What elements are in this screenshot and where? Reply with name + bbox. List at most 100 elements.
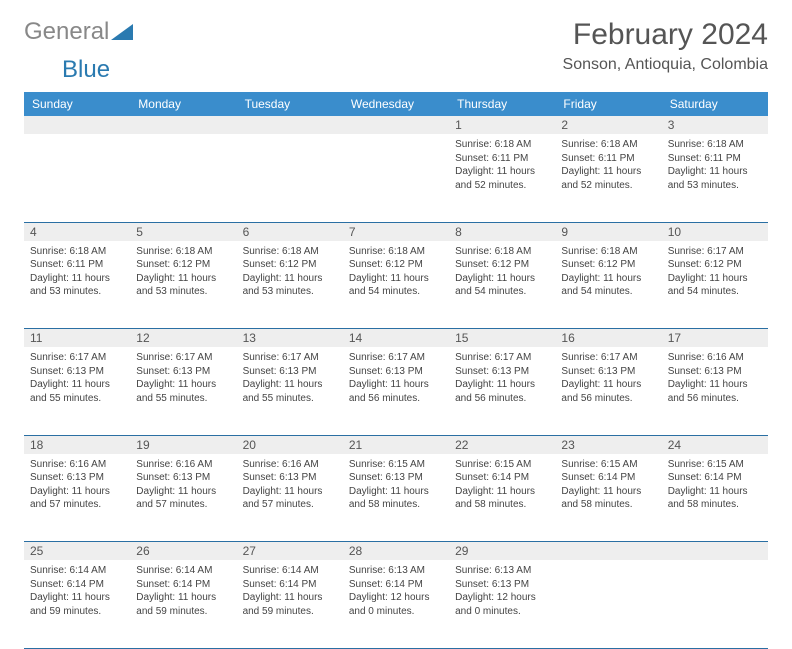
sunrise-line: Sunrise: 6:18 AM (668, 138, 762, 152)
day-detail-cell: Sunrise: 6:18 AMSunset: 6:11 PMDaylight:… (449, 134, 555, 222)
daylight-line: Daylight: 11 hours and 56 minutes. (455, 378, 549, 405)
daylight-line: Daylight: 11 hours and 55 minutes. (30, 378, 124, 405)
day-detail-cell: Sunrise: 6:17 AMSunset: 6:13 PMDaylight:… (130, 347, 236, 435)
day-detail-cell: Sunrise: 6:18 AMSunset: 6:12 PMDaylight:… (555, 241, 661, 329)
day-detail-cell: Sunrise: 6:16 AMSunset: 6:13 PMDaylight:… (662, 347, 768, 435)
day-number-row: 18192021222324 (24, 435, 768, 454)
day-number-cell: 4 (24, 222, 130, 241)
day-header: Sunday (24, 92, 130, 116)
day-number-cell: 1 (449, 116, 555, 134)
day-number-cell: 5 (130, 222, 236, 241)
daylight-line: Daylight: 12 hours and 0 minutes. (349, 591, 443, 618)
daylight-line: Daylight: 11 hours and 57 minutes. (136, 485, 230, 512)
sunrise-line: Sunrise: 6:18 AM (349, 245, 443, 259)
day-detail-cell: Sunrise: 6:18 AMSunset: 6:11 PMDaylight:… (662, 134, 768, 222)
sunset-line: Sunset: 6:12 PM (136, 258, 230, 272)
sunrise-line: Sunrise: 6:18 AM (561, 245, 655, 259)
day-header: Friday (555, 92, 661, 116)
sunset-line: Sunset: 6:11 PM (455, 152, 549, 166)
day-number-cell (24, 116, 130, 134)
sunrise-line: Sunrise: 6:14 AM (136, 564, 230, 578)
sunset-line: Sunset: 6:13 PM (455, 365, 549, 379)
day-detail-cell (24, 134, 130, 222)
day-detail-cell: Sunrise: 6:16 AMSunset: 6:13 PMDaylight:… (237, 454, 343, 542)
sunrise-line: Sunrise: 6:15 AM (668, 458, 762, 472)
sunset-line: Sunset: 6:13 PM (243, 471, 337, 485)
day-number-cell: 10 (662, 222, 768, 241)
day-number-cell: 20 (237, 435, 343, 454)
sunrise-line: Sunrise: 6:17 AM (349, 351, 443, 365)
day-detail-cell (343, 134, 449, 222)
daylight-line: Daylight: 11 hours and 56 minutes. (561, 378, 655, 405)
day-number-cell (555, 542, 661, 561)
sunrise-line: Sunrise: 6:17 AM (668, 245, 762, 259)
day-detail-cell: Sunrise: 6:17 AMSunset: 6:12 PMDaylight:… (662, 241, 768, 329)
day-detail-cell: Sunrise: 6:15 AMSunset: 6:14 PMDaylight:… (449, 454, 555, 542)
day-header: Wednesday (343, 92, 449, 116)
sunset-line: Sunset: 6:12 PM (561, 258, 655, 272)
logo-triangle-icon (111, 22, 133, 42)
day-detail-row: Sunrise: 6:18 AMSunset: 6:11 PMDaylight:… (24, 134, 768, 222)
day-number-cell: 15 (449, 329, 555, 348)
sunset-line: Sunset: 6:13 PM (561, 365, 655, 379)
sunrise-line: Sunrise: 6:17 AM (136, 351, 230, 365)
day-number-row: 123 (24, 116, 768, 134)
sunset-line: Sunset: 6:12 PM (455, 258, 549, 272)
day-number-cell: 7 (343, 222, 449, 241)
day-header: Thursday (449, 92, 555, 116)
day-detail-cell: Sunrise: 6:14 AMSunset: 6:14 PMDaylight:… (130, 560, 236, 648)
day-detail-cell: Sunrise: 6:18 AMSunset: 6:12 PMDaylight:… (343, 241, 449, 329)
day-detail-cell: Sunrise: 6:18 AMSunset: 6:12 PMDaylight:… (449, 241, 555, 329)
day-number-row: 45678910 (24, 222, 768, 241)
daylight-line: Daylight: 11 hours and 54 minutes. (349, 272, 443, 299)
sunrise-line: Sunrise: 6:13 AM (455, 564, 549, 578)
day-number-cell (130, 116, 236, 134)
logo: General (24, 18, 135, 46)
sunset-line: Sunset: 6:11 PM (561, 152, 655, 166)
logo-text-general: General (24, 18, 109, 46)
day-detail-cell: Sunrise: 6:16 AMSunset: 6:13 PMDaylight:… (24, 454, 130, 542)
day-number-row: 11121314151617 (24, 329, 768, 348)
day-detail-cell: Sunrise: 6:18 AMSunset: 6:12 PMDaylight:… (130, 241, 236, 329)
day-number-cell: 16 (555, 329, 661, 348)
day-detail-cell: Sunrise: 6:14 AMSunset: 6:14 PMDaylight:… (24, 560, 130, 648)
daylight-line: Daylight: 11 hours and 55 minutes. (243, 378, 337, 405)
day-header: Tuesday (237, 92, 343, 116)
day-number-cell: 8 (449, 222, 555, 241)
sunrise-line: Sunrise: 6:14 AM (30, 564, 124, 578)
day-detail-cell: Sunrise: 6:14 AMSunset: 6:14 PMDaylight:… (237, 560, 343, 648)
daylight-line: Daylight: 11 hours and 53 minutes. (668, 165, 762, 192)
sunset-line: Sunset: 6:13 PM (136, 471, 230, 485)
sunset-line: Sunset: 6:14 PM (136, 578, 230, 592)
sunset-line: Sunset: 6:13 PM (455, 578, 549, 592)
calendar-body: 123Sunrise: 6:18 AMSunset: 6:11 PMDaylig… (24, 116, 768, 648)
day-detail-row: Sunrise: 6:18 AMSunset: 6:11 PMDaylight:… (24, 241, 768, 329)
daylight-line: Daylight: 11 hours and 52 minutes. (455, 165, 549, 192)
sunset-line: Sunset: 6:11 PM (668, 152, 762, 166)
sunset-line: Sunset: 6:12 PM (349, 258, 443, 272)
day-number-cell: 11 (24, 329, 130, 348)
daylight-line: Daylight: 11 hours and 59 minutes. (243, 591, 337, 618)
day-detail-cell: Sunrise: 6:17 AMSunset: 6:13 PMDaylight:… (343, 347, 449, 435)
day-number-cell: 24 (662, 435, 768, 454)
day-number-cell: 12 (130, 329, 236, 348)
day-number-cell: 25 (24, 542, 130, 561)
day-detail-cell: Sunrise: 6:18 AMSunset: 6:11 PMDaylight:… (555, 134, 661, 222)
day-detail-cell: Sunrise: 6:15 AMSunset: 6:14 PMDaylight:… (555, 454, 661, 542)
sunset-line: Sunset: 6:13 PM (668, 365, 762, 379)
day-detail-cell: Sunrise: 6:18 AMSunset: 6:11 PMDaylight:… (24, 241, 130, 329)
day-number-cell: 29 (449, 542, 555, 561)
daylight-line: Daylight: 12 hours and 0 minutes. (455, 591, 549, 618)
sunset-line: Sunset: 6:14 PM (561, 471, 655, 485)
day-number-cell: 6 (237, 222, 343, 241)
sunrise-line: Sunrise: 6:17 AM (561, 351, 655, 365)
sunrise-line: Sunrise: 6:15 AM (455, 458, 549, 472)
calendar-header-row: SundayMondayTuesdayWednesdayThursdayFrid… (24, 92, 768, 116)
sunset-line: Sunset: 6:13 PM (30, 471, 124, 485)
day-detail-cell: Sunrise: 6:17 AMSunset: 6:13 PMDaylight:… (555, 347, 661, 435)
day-detail-row: Sunrise: 6:16 AMSunset: 6:13 PMDaylight:… (24, 454, 768, 542)
day-number-cell: 14 (343, 329, 449, 348)
day-number-row: 2526272829 (24, 542, 768, 561)
day-detail-cell (662, 560, 768, 648)
day-number-cell: 18 (24, 435, 130, 454)
